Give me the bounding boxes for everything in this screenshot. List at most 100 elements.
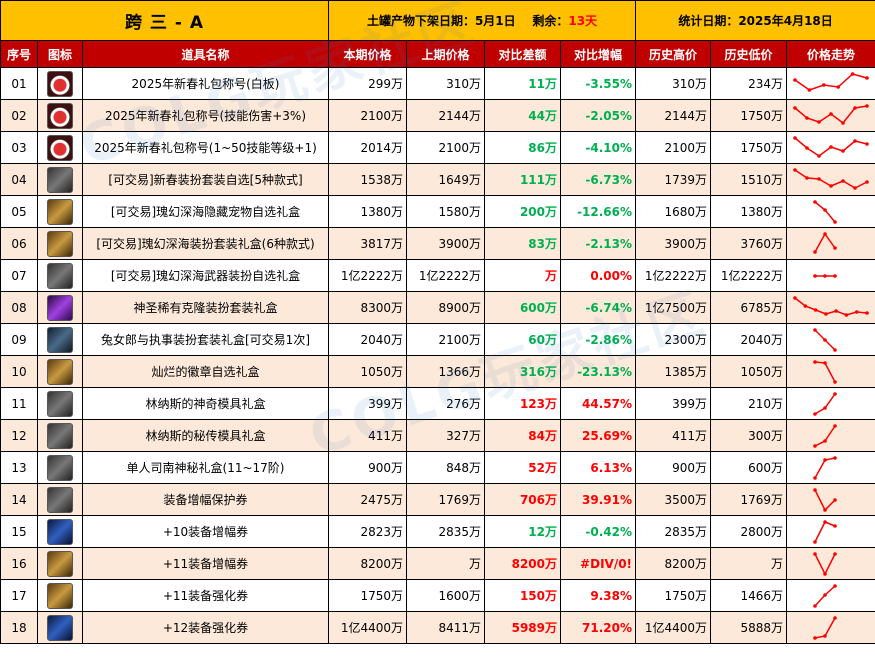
reinforce-11-icon [47, 582, 73, 609]
row-trend-cell [786, 387, 875, 420]
row-current-price: 1亿2222万 [328, 259, 407, 292]
row-current-price: 8300万 [328, 291, 407, 324]
row-hist-low: 1769万 [710, 483, 788, 516]
col-header-hist-high: 历史高价 [635, 40, 712, 68]
row-hist-low: 5888万 [710, 611, 788, 644]
price-trend-sparkline [813, 327, 837, 352]
row-index: 06 [0, 227, 38, 260]
row-current-price: 411万 [328, 419, 407, 452]
row-trend-cell [786, 227, 875, 260]
trend-point [844, 312, 849, 317]
trend-point [803, 303, 808, 308]
row-current-price: 2040万 [328, 323, 407, 356]
row-diff: 12万 [484, 515, 561, 548]
col-header-diff: 对比差额 [484, 40, 561, 68]
trend-point [833, 455, 837, 460]
trend-point [853, 105, 857, 110]
col-header-current-price: 本期价格 [328, 40, 407, 68]
row-hist-low: 1750万 [710, 131, 788, 164]
row-hist-high: 2300万 [635, 323, 712, 356]
row-current-price: 1538万 [328, 163, 407, 196]
trend-point [817, 176, 821, 181]
table-row: 11 林纳斯的神奇模具礼盒 399万 276万 123万 44.57% 399万 210万 [0, 387, 875, 420]
remain-label: 剩余： [532, 14, 569, 28]
row-icon-cell [37, 323, 83, 356]
table-row: 04 [可交易]新春装扮套装自选[5种款式] 1538万 1649万 111万 -6.73… [0, 163, 875, 196]
row-icon-cell [37, 291, 83, 324]
trend-point [793, 167, 797, 172]
row-diff: 11万 [484, 67, 561, 100]
row-hist-high: 8200万 [635, 547, 712, 580]
row-hist-low: 2040万 [710, 323, 788, 356]
row-current-price: 3817万 [328, 227, 407, 260]
trend-point [823, 592, 827, 597]
row-diff: 8200万 [484, 547, 561, 580]
row-index: 15 [0, 515, 38, 548]
row-current-price: 2100万 [328, 99, 407, 132]
trend-line [814, 393, 836, 415]
row-hist-low: 300万 [710, 419, 788, 452]
row-current-price: 2823万 [328, 515, 407, 548]
trend-point [793, 77, 797, 82]
row-hist-low: 2800万 [710, 515, 788, 548]
row-item-name: 灿烂的徽章自选礼盒 [82, 355, 329, 388]
column-header-row: 序号 图标 道具名称 本期价格 上期价格 对比差额 对比增幅 历史高价 历史低价… [0, 40, 875, 68]
row-item-name: 兔女郎与执事装扮套装礼盒[可交易1次] [82, 323, 329, 356]
row-previous-price: 2835万 [406, 515, 485, 548]
row-current-price: 1亿4400万 [328, 611, 407, 644]
stat-info: 统计日期：2025年4月18日 [635, 0, 875, 41]
trend-point [850, 71, 855, 76]
row-current-price: 299万 [328, 67, 407, 100]
row-current-price: 900万 [328, 451, 407, 484]
row-hist-low: 1亿2222万 [710, 259, 788, 292]
row-diff: 123万 [484, 387, 561, 420]
row-hist-high: 310万 [635, 67, 712, 100]
row-previous-price: 276万 [406, 387, 485, 420]
row-icon-cell [37, 227, 83, 260]
trend-point [833, 245, 837, 250]
row-diff: 316万 [484, 355, 561, 388]
row-trend-cell [786, 131, 875, 164]
trend-point [823, 405, 827, 410]
row-icon-cell [37, 419, 83, 452]
row-previous-price: 310万 [406, 67, 485, 100]
trend-point [823, 273, 827, 278]
row-item-name: 装备增幅保护券 [82, 483, 329, 516]
row-diff: 52万 [484, 451, 561, 484]
price-trend-sparkline [813, 583, 837, 608]
trend-point [841, 148, 845, 153]
row-item-name: 单人司南神秘礼盒(11~17阶) [82, 451, 329, 484]
row-pct: -2.86% [559, 323, 637, 356]
row-pct: -3.55% [559, 67, 637, 100]
row-diff: 万 [484, 259, 561, 292]
trend-point [822, 82, 826, 87]
row-pct: 0.00% [559, 259, 637, 292]
trend-point [833, 391, 837, 396]
row-previous-price: 1769万 [406, 483, 485, 516]
gift-icon [47, 102, 73, 129]
row-hist-low: 1750万 [710, 99, 788, 132]
row-previous-price: 2100万 [406, 131, 485, 164]
trend-point [805, 175, 809, 180]
row-pct: 6.13% [559, 451, 637, 484]
price-trend-sparkline [793, 103, 869, 125]
row-hist-low: 万 [710, 547, 788, 580]
row-index: 01 [0, 67, 38, 100]
key-icon [47, 454, 73, 481]
table-row: 15 +10装备增幅券 2823万 2835万 12万 -0.42% 2835万 2800万 [0, 515, 875, 548]
trend-point [865, 103, 869, 108]
trend-point [823, 438, 827, 443]
row-hist-low: 234万 [710, 67, 788, 100]
table-row: 12 林纳斯的秘传模具礼盒 411万 327万 84万 25.69% 411万 300万 [0, 419, 875, 452]
row-hist-low: 1380万 [710, 195, 788, 228]
row-index: 09 [0, 323, 38, 356]
trend-point [793, 295, 797, 300]
price-trend-sparkline [813, 359, 837, 384]
row-item-name: [可交易]瑰幻深海装扮套装礼盒(6种款式) [82, 227, 329, 260]
row-item-name: [可交易]瑰幻深海隐藏宠物自选礼盒 [82, 195, 329, 228]
row-icon-cell [37, 515, 83, 548]
trend-point [865, 310, 869, 315]
trend-point [841, 178, 845, 183]
title-row: 跨 三 - A 土罐产物下架日期：5月1日 剩余：13天 统计日期：2025年4… [0, 0, 875, 41]
table-row: 03 2025年新春礼包称号(1~50技能等级+1) 2014万 2100万 86万 -4… [0, 131, 875, 164]
